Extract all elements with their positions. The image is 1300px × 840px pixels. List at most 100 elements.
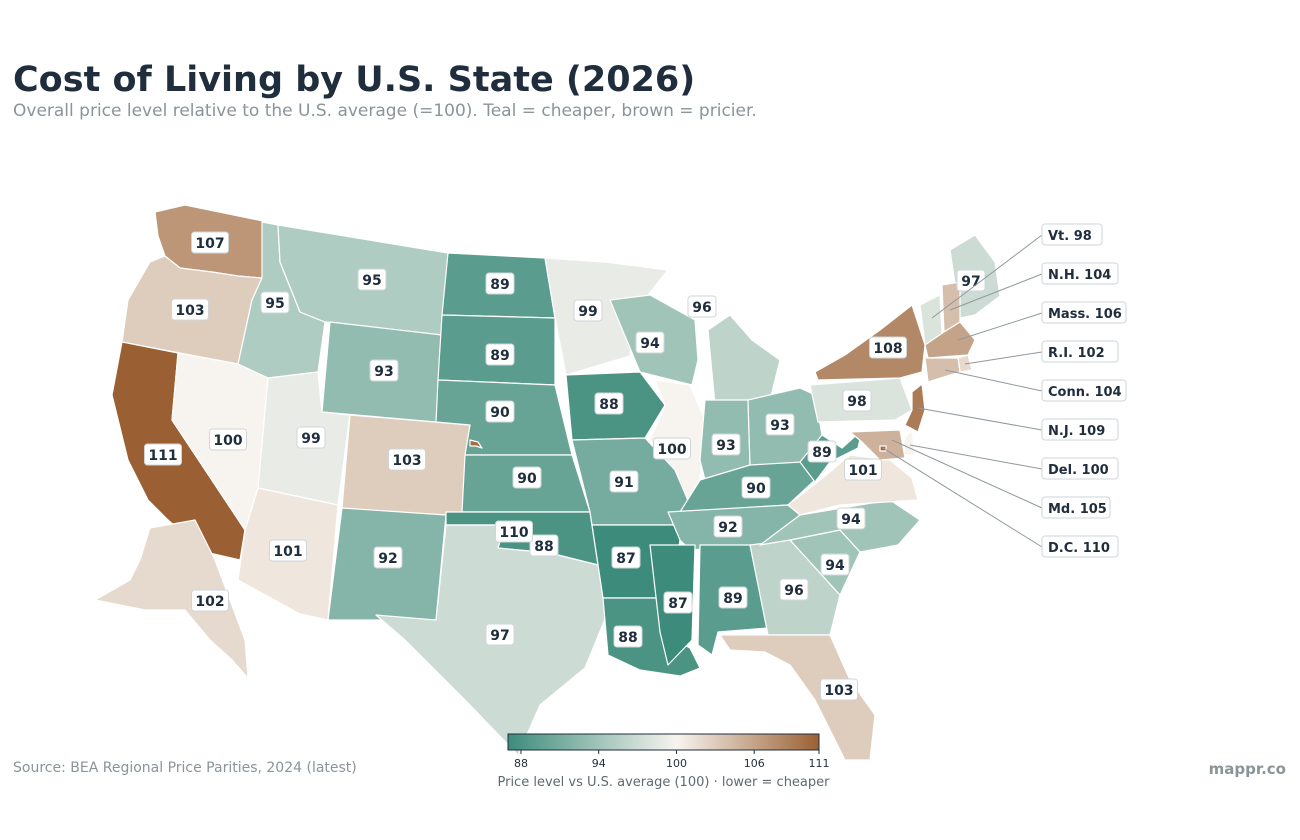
value-label-co: 103 [388,448,426,471]
state-fl [719,634,876,761]
value-label-ky: 90 [741,476,771,499]
legend-tick-label: 94 [592,757,606,770]
callout-leader-line [909,444,1043,470]
value-label-hi: 110 [495,520,533,543]
value-label-ok: 88 [529,534,559,557]
value-label-text: 108 [873,341,902,357]
value-label-text: 102 [195,594,224,610]
state-de [903,429,916,456]
value-label-nc: 94 [836,507,866,530]
callout-text: N.J. 109 [1048,424,1105,439]
value-label-wv: 89 [807,440,837,463]
callout-leader-line [931,234,1043,319]
state-mi [707,314,781,406]
value-label-text: 97 [961,274,980,290]
value-label-text: 87 [668,596,687,612]
value-label-nv: 100 [209,428,247,451]
value-label-nd: 89 [485,272,515,295]
value-label-sc: 94 [820,553,850,576]
value-label-text: 97 [490,628,509,644]
source-note: Source: BEA Regional Price Parities, 202… [13,760,357,776]
value-label-text: 110 [499,525,528,541]
callout-leader-line [891,439,1043,509]
callout-leader-line [949,273,1043,311]
value-label-text: 90 [490,405,510,421]
callout-nj: N.J. 109 [917,407,1119,441]
value-label-text: 93 [770,418,789,434]
value-label-ut: 99 [296,426,326,449]
value-label-text: 99 [301,431,320,447]
value-labels-layer: 107 103 111 100 95 95 93 99 101 103 92 89 89 90 90 88 97… [144,231,986,701]
value-label-text: 92 [378,551,397,567]
value-label-text: 90 [517,471,537,487]
value-label-wi: 94 [635,331,665,354]
state-va [787,454,919,516]
value-label-id: 95 [260,291,290,314]
callout-leader-line [957,312,1043,341]
value-label-text: 103 [824,683,853,699]
state-ak [94,519,249,679]
callout-nh: N.H. 104 [949,262,1119,311]
value-label-text: 94 [841,512,861,528]
value-label-text: 88 [618,630,637,646]
callout-text: Mass. 106 [1048,307,1122,322]
legend-tick-label: 100 [666,757,687,770]
callout-leader-line [944,369,1043,392]
value-label-sd: 89 [485,343,515,366]
value-label-text: 100 [213,433,242,449]
value-label-tx: 97 [485,623,515,646]
value-label-wa: 107 [191,231,229,254]
value-label-text: 100 [657,442,686,458]
value-label-pa: 98 [842,389,872,412]
callout-text: R.I. 102 [1048,346,1105,361]
state-hi [469,439,483,449]
page-title: Cost of Living by U.S. State (2026) [13,60,696,100]
callout-ct: Conn. 104 [944,369,1127,402]
state-ct [924,357,961,383]
value-label-text: 98 [847,394,866,410]
value-label-text: 91 [614,475,633,491]
callout-vt: Vt. 98 [931,223,1103,319]
callout-text: Vt. 98 [1048,229,1092,244]
color-legend: 88 94 100 106 111 Price level vs U.S. average… [497,733,830,790]
legend-tick-label: 88 [514,757,528,770]
legend-title: Price level vs U.S. average (100) · lowe… [497,775,830,790]
value-label-text: 87 [616,551,635,567]
value-label-text: 101 [273,544,302,560]
callout-de: Del. 100 [909,444,1119,480]
value-label-text: 89 [490,348,509,364]
value-label-text: 107 [195,236,224,252]
callout-leader-line [882,447,1043,548]
value-label-ga: 96 [779,578,809,601]
value-label-mi: 96 [687,295,717,318]
callout-text: D.C. 110 [1048,541,1110,556]
callout-md: Md. 105 [891,439,1111,519]
state-nj [904,383,926,433]
value-label-text: 95 [265,296,284,312]
callout-text: Del. 100 [1048,463,1109,478]
value-label-text: 96 [692,300,711,316]
value-label-la: 88 [613,625,643,648]
brand-logo-text: mappr.co [1208,760,1286,778]
value-label-il: 100 [653,437,691,460]
page-subtitle: Overall price level relative to the U.S.… [13,101,757,121]
value-label-text: 101 [848,463,877,479]
value-label-me: 97 [956,269,986,292]
value-label-ak: 102 [191,589,229,612]
value-label-text: 88 [599,397,618,413]
value-label-mt: 95 [357,268,387,291]
callout-leader-line [964,351,1043,365]
callout-text: Conn. 104 [1048,385,1122,400]
value-label-text: 94 [640,336,660,352]
value-label-text: 89 [723,591,742,607]
callout-ri: R.I. 102 [964,340,1119,365]
legend-color-bar [507,733,820,751]
value-label-text: 103 [392,453,421,469]
value-label-text: 94 [825,558,845,574]
value-label-text: 93 [374,364,393,380]
value-label-text: 96 [784,583,803,599]
state-md [849,429,906,461]
states-layer [94,204,1001,761]
callout-text: Md. 105 [1048,502,1107,517]
